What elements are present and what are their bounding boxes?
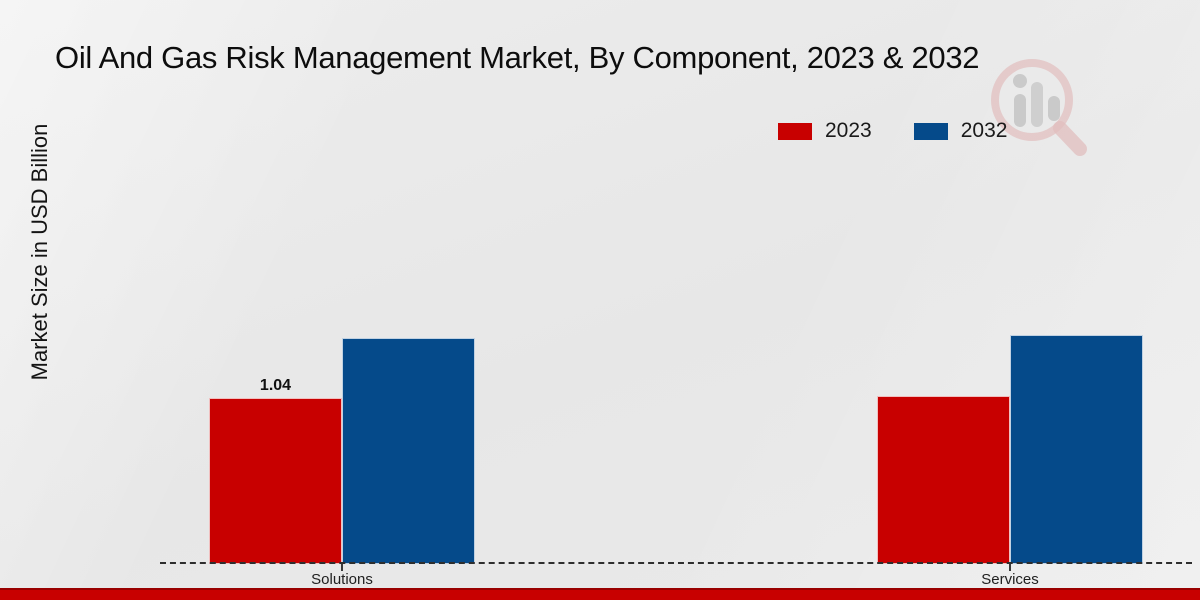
y-axis-label: Market Size in USD Billion: [27, 123, 52, 381]
x-axis-tick-solutions: [341, 564, 343, 571]
legend-swatch-2023: [778, 122, 812, 140]
legend-label: 2032: [960, 119, 1008, 142]
category-label-solutions: Solutions: [311, 571, 373, 588]
category-label-services: Services: [981, 571, 1039, 588]
legend-item-2023: 2023: [778, 119, 872, 143]
footer-accent-bar: [0, 588, 1200, 600]
legend: 2023 2032: [778, 119, 1007, 143]
bar-services-2032: [1010, 335, 1143, 564]
bar-value-label-solutions-2023: 1.04: [259, 377, 292, 394]
legend-item-2032: 2032: [913, 119, 1008, 143]
magnifier-bar-chart-logo-icon: [991, 59, 1087, 156]
bar-solutions-2023: [209, 398, 342, 564]
legend-swatch-2032: [913, 122, 948, 140]
bar-solutions-2032: [342, 338, 475, 564]
x-axis-baseline: [160, 562, 1192, 564]
x-axis-tick-services: [1009, 564, 1011, 571]
legend-label: 2023: [825, 119, 872, 142]
bar-services-2023: [877, 396, 1010, 564]
chart-title: Oil And Gas Risk Management Market, By C…: [55, 40, 980, 75]
